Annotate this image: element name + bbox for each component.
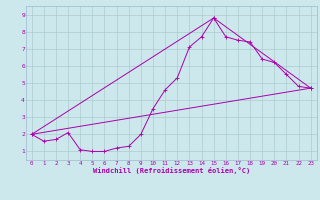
X-axis label: Windchill (Refroidissement éolien,°C): Windchill (Refroidissement éolien,°C) <box>92 167 250 174</box>
